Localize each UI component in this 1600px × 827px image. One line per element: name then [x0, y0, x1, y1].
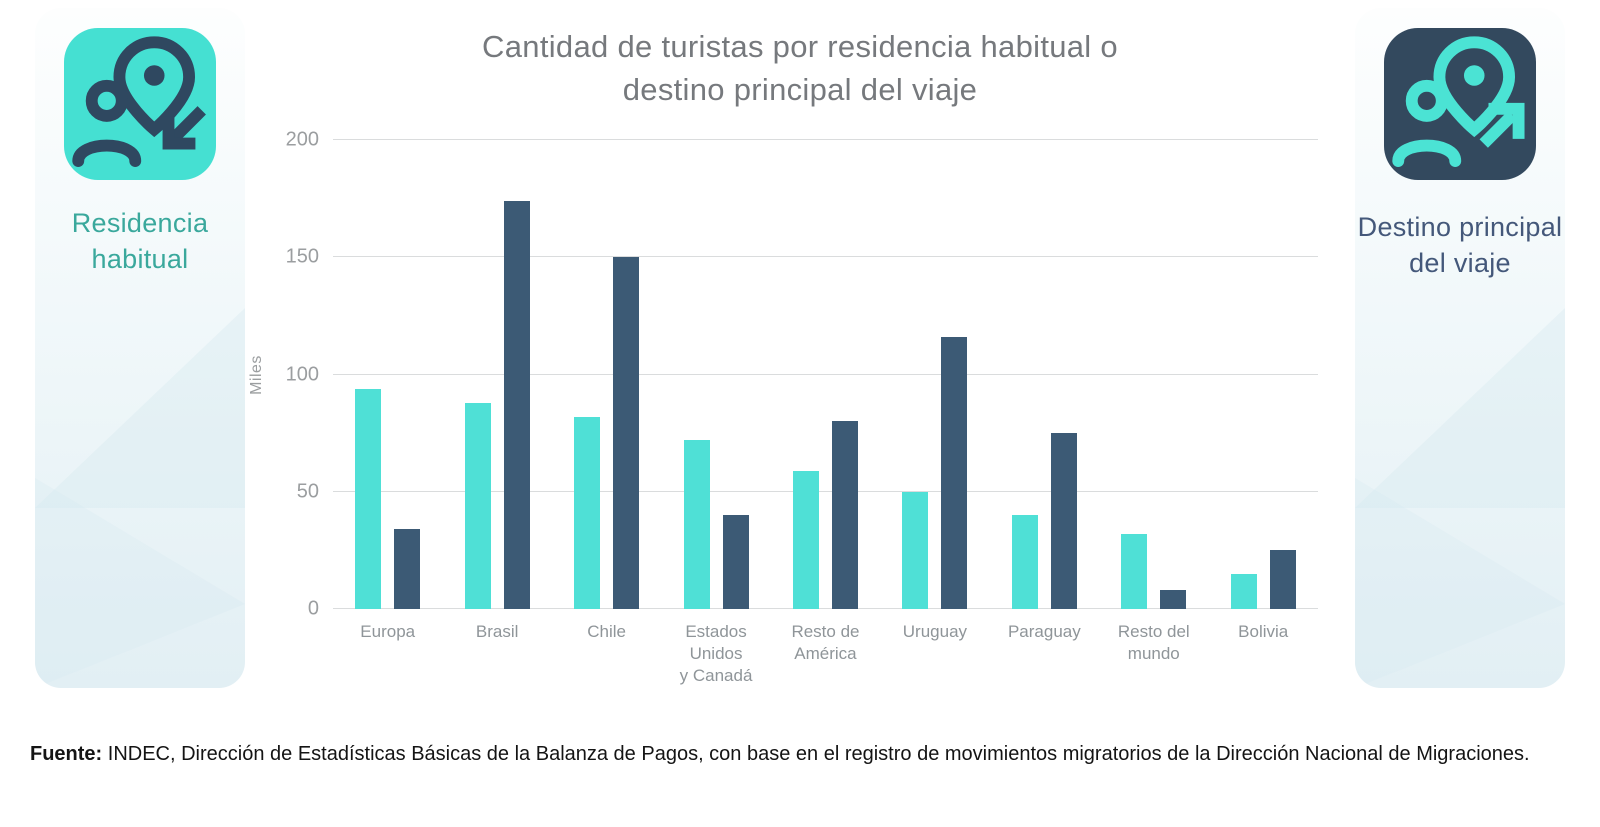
bar-group-resto-de-america: Resto de América	[771, 140, 880, 663]
bar-group-estados-unidos-y-canada: Estados Unidos y Canadá	[661, 140, 770, 685]
destino-principal-icon	[1384, 28, 1536, 180]
bar-destino-principal-del-viaje-resto-del-mundo	[1160, 590, 1187, 609]
bar-group-bolivia: Bolivia	[1209, 140, 1318, 641]
bar-residencia-habitual-chile	[574, 416, 601, 609]
bar-residencia-habitual-resto-del-mundo	[1121, 533, 1148, 609]
bar-destino-principal-del-viaje-europa	[394, 529, 421, 609]
source-note: Fuente: INDEC, Dirección de Estadísticas…	[30, 740, 1580, 769]
y-tick-100: 100	[285, 363, 319, 385]
bar-destino-principal-del-viaje-uruguay	[941, 336, 968, 609]
bar-group-chile: Chile	[552, 140, 661, 641]
gridline-50	[333, 490, 1318, 492]
x-label-bolivia: Bolivia	[1238, 622, 1289, 641]
bar-group-uruguay: Uruguay	[880, 140, 989, 641]
y-tick-0: 0	[307, 597, 319, 620]
bar-group-resto-del-mundo: Resto del mundo	[1099, 140, 1208, 663]
bar-destino-principal-del-viaje-bolivia	[1269, 550, 1296, 609]
x-label-chile: Chile	[587, 622, 626, 641]
bar-destino-principal-del-viaje-chile	[613, 257, 640, 609]
x-label-uruguay: Uruguay	[902, 622, 968, 641]
chart-title-line2: destino principal del viaje	[622, 71, 978, 107]
x-label-estados-unidos-y-canada: Estados Unidos y Canadá	[679, 622, 753, 686]
x-label-resto-del-mundo: Resto del mundo	[1117, 622, 1190, 664]
bar-residencia-habitual-europa	[355, 388, 382, 609]
bar-groups: Europa Brasil Chile Estados Unidos y Canadá…	[333, 140, 1318, 685]
x-label-paraguay: Paraguay	[1007, 622, 1081, 641]
gridline-150	[333, 256, 1318, 258]
bar-destino-principal-del-viaje-brasil	[503, 200, 530, 609]
source-label: Fuente:	[30, 743, 103, 765]
bar-destino-principal-del-viaje-estados-unidos-y-canada	[722, 515, 749, 609]
bar-residencia-habitual-resto-de-america	[792, 470, 819, 609]
x-label-europa: Europa	[360, 622, 416, 641]
panel-texture	[35, 308, 245, 508]
bar-group-brasil: Brasil	[442, 140, 551, 641]
bar-residencia-habitual-brasil	[464, 402, 491, 609]
chart-title: Cantidad de turistas por residencia habi…	[300, 26, 1300, 112]
bar-chart: Miles 0 50 100 150 200 Europa Brasil Chile Esta…	[248, 129, 1318, 685]
y-tick-150: 150	[285, 245, 319, 268]
bar-group-paraguay: Paraguay	[990, 140, 1099, 641]
panel-texture	[1355, 478, 1565, 688]
y-tick-50: 50	[296, 480, 319, 503]
bar-residencia-habitual-bolivia	[1230, 573, 1257, 609]
gridline-0	[333, 608, 1318, 609]
destino-principal-label: Destino principal del viaje	[1357, 212, 1563, 278]
bar-destino-principal-del-viaje-paraguay	[1050, 433, 1077, 609]
bar-residencia-habitual-estados-unidos-y-canada	[683, 440, 710, 609]
legend-panel-destino-principal: Destino principal del viaje	[1355, 8, 1565, 688]
bar-destino-principal-del-viaje-resto-de-america	[831, 421, 858, 609]
panel-texture	[35, 478, 245, 688]
gridline-100	[333, 373, 1318, 375]
person-location-pin-arrow-out-icon	[1392, 36, 1525, 167]
y-tick-200: 200	[285, 128, 319, 151]
bar-group-europa: Europa	[333, 140, 442, 641]
bar-residencia-habitual-uruguay	[902, 491, 929, 609]
chart-title-line1: Cantidad de turistas por residencia habi…	[482, 29, 1118, 64]
bar-residencia-habitual-paraguay	[1011, 515, 1038, 609]
person-location-pin-arrow-in-icon	[72, 36, 206, 167]
x-label-brasil: Brasil	[475, 622, 519, 641]
x-label-resto-de-america: Resto de América	[791, 622, 860, 664]
residencia-habitual-label: Residencia habitual	[71, 208, 209, 274]
gridline-200	[333, 139, 1318, 140]
panel-texture	[1355, 308, 1565, 508]
y-axis-label: Miles	[247, 354, 265, 395]
source-text: INDEC, Dirección de Estadísticas Básicas…	[102, 743, 1530, 765]
residencia-habitual-icon	[64, 28, 216, 180]
legend-panel-residencia-habitual: Residencia habitual	[35, 8, 245, 688]
